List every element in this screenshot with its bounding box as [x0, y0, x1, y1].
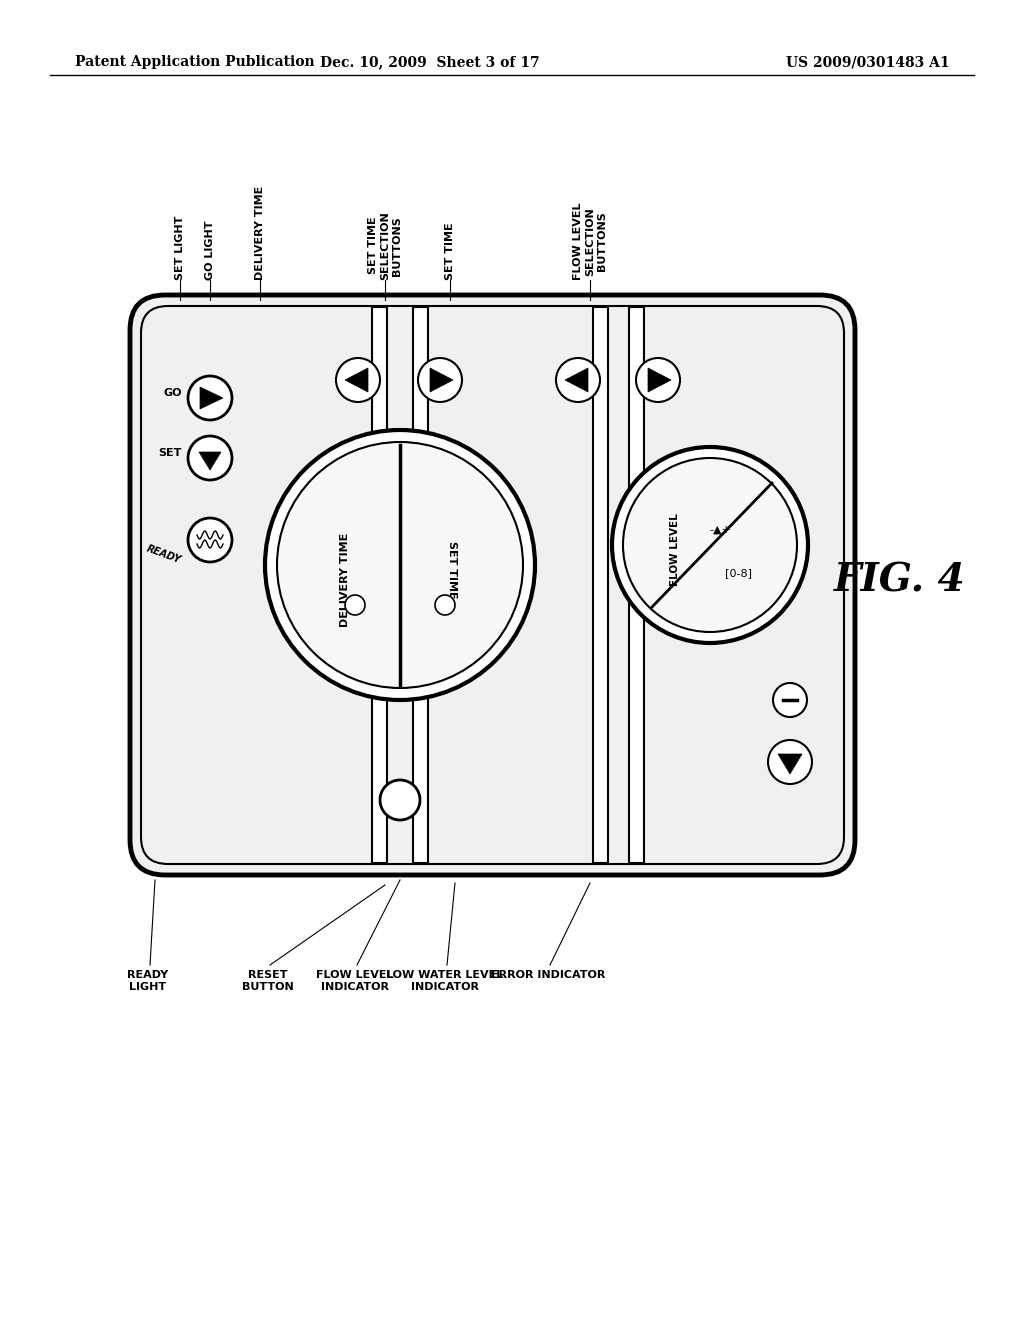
- Circle shape: [188, 517, 232, 562]
- Text: RESET
BUTTON: RESET BUTTON: [242, 970, 294, 991]
- Circle shape: [278, 442, 523, 688]
- FancyBboxPatch shape: [130, 294, 855, 875]
- Circle shape: [380, 780, 420, 820]
- Circle shape: [188, 376, 232, 420]
- Polygon shape: [200, 387, 223, 409]
- Circle shape: [265, 430, 535, 700]
- Text: SET TIME: SET TIME: [445, 222, 455, 280]
- Text: SET: SET: [159, 447, 182, 458]
- Polygon shape: [778, 754, 802, 774]
- Polygon shape: [430, 368, 453, 392]
- Circle shape: [612, 447, 808, 643]
- Polygon shape: [345, 368, 368, 392]
- Text: Patent Application Publication: Patent Application Publication: [75, 55, 314, 69]
- Polygon shape: [648, 368, 671, 392]
- Bar: [413, 308, 428, 863]
- Text: DELIVERY TIME: DELIVERY TIME: [255, 186, 265, 280]
- Text: US 2009/0301483 A1: US 2009/0301483 A1: [786, 55, 950, 69]
- Text: SET TIME
SELECTION
BUTTONS: SET TIME SELECTION BUTTONS: [369, 211, 401, 280]
- Circle shape: [418, 358, 462, 403]
- Text: DELIVERY TIME: DELIVERY TIME: [340, 533, 350, 627]
- Text: -▲+: -▲+: [709, 525, 731, 535]
- Text: FLOW LEVEL
INDICATOR: FLOW LEVEL INDICATOR: [316, 970, 394, 991]
- Bar: [629, 308, 644, 863]
- Bar: [372, 308, 387, 863]
- Circle shape: [623, 458, 797, 632]
- Text: FLOW LEVEL: FLOW LEVEL: [670, 513, 680, 586]
- Text: GO LIGHT: GO LIGHT: [205, 220, 215, 280]
- Circle shape: [435, 595, 455, 615]
- Polygon shape: [565, 368, 588, 392]
- Text: Dec. 10, 2009  Sheet 3 of 17: Dec. 10, 2009 Sheet 3 of 17: [321, 55, 540, 69]
- Circle shape: [556, 358, 600, 403]
- Text: ERROR INDICATOR: ERROR INDICATOR: [490, 970, 605, 979]
- Circle shape: [345, 595, 365, 615]
- Text: SET TIME: SET TIME: [447, 541, 457, 599]
- Text: FLOW LEVEL
SELECTION
BUTTONS: FLOW LEVEL SELECTION BUTTONS: [573, 202, 606, 280]
- Text: GO: GO: [164, 388, 182, 399]
- Text: READY
LIGHT: READY LIGHT: [127, 970, 169, 991]
- Text: [0-8]: [0-8]: [725, 568, 752, 578]
- Circle shape: [773, 682, 807, 717]
- Circle shape: [636, 358, 680, 403]
- Bar: [593, 308, 608, 863]
- Circle shape: [768, 741, 812, 784]
- Circle shape: [188, 436, 232, 480]
- Text: SET LIGHT: SET LIGHT: [175, 215, 185, 280]
- Circle shape: [336, 358, 380, 403]
- Polygon shape: [199, 451, 221, 470]
- Text: LOW WATER LEVEL
INDICATOR: LOW WATER LEVEL INDICATOR: [386, 970, 504, 991]
- Text: READY: READY: [144, 543, 182, 565]
- Text: FIG. 4: FIG. 4: [835, 561, 966, 599]
